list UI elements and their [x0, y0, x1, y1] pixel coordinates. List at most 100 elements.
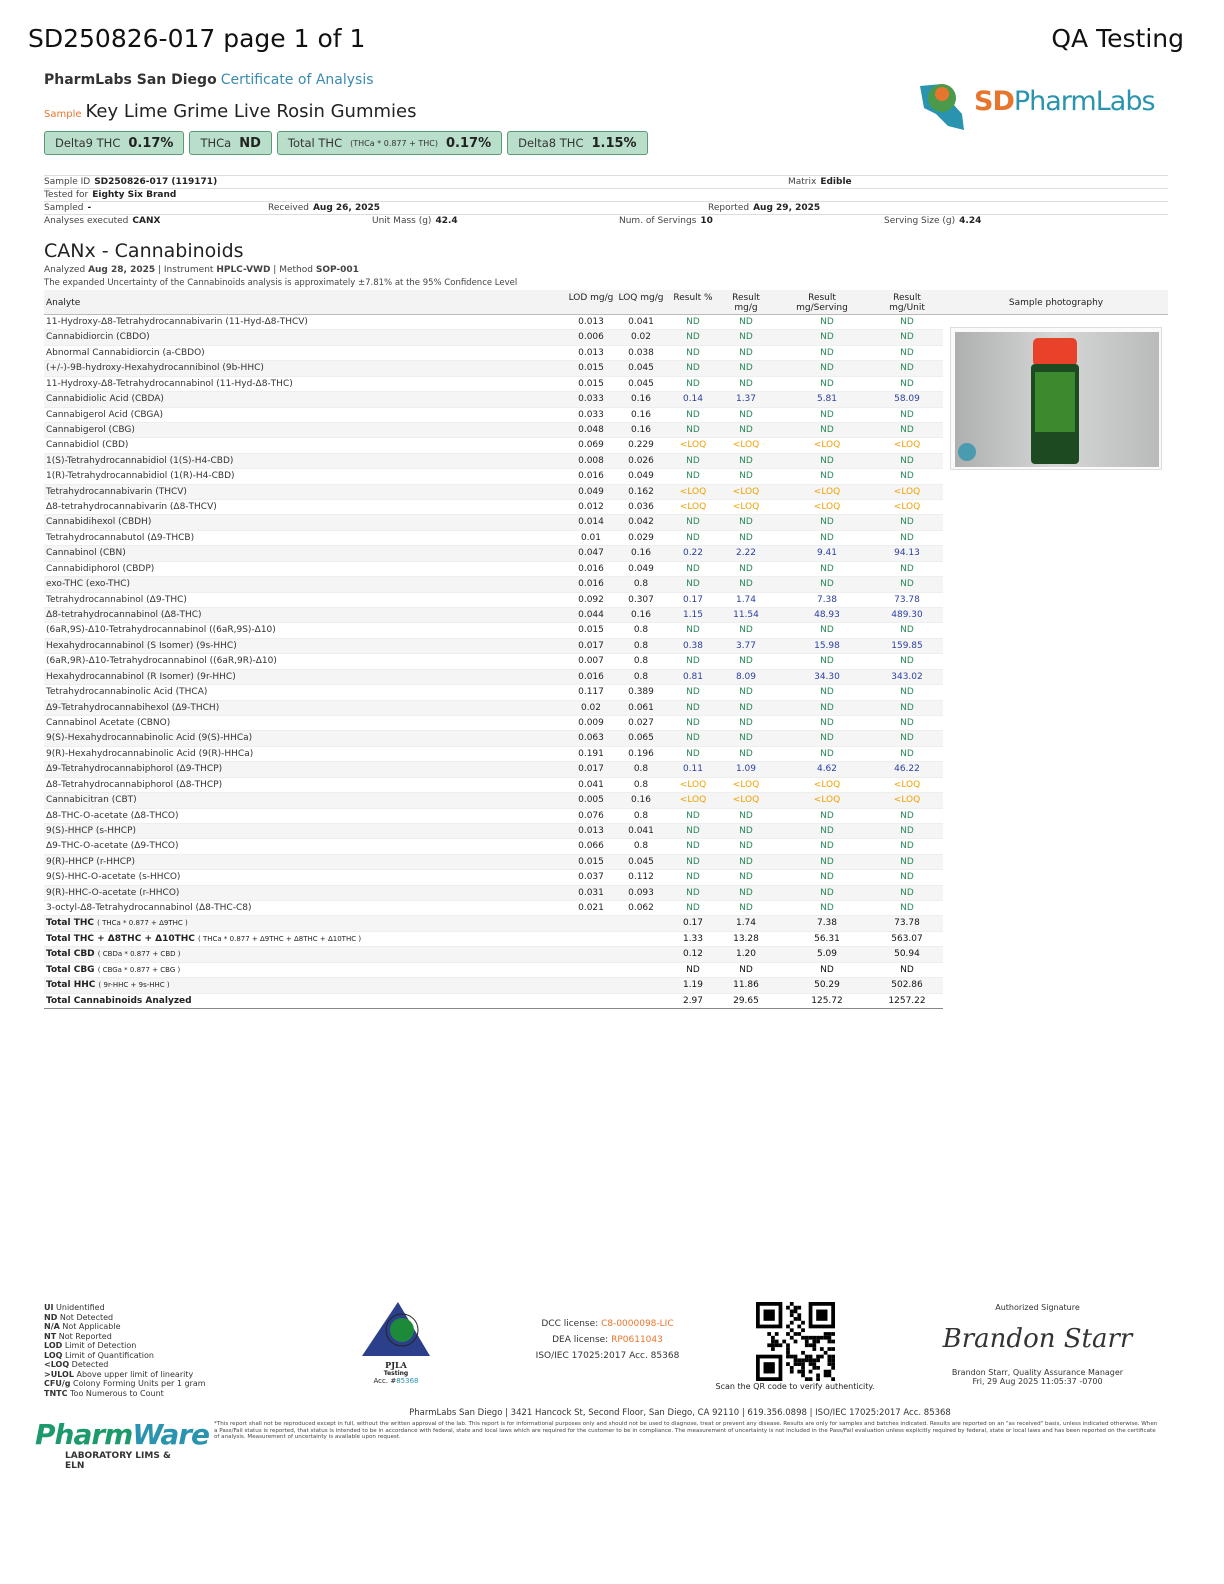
result-unit: 343.02	[891, 671, 923, 682]
disclaimer: *This report shall not be reproduced exc…	[214, 1421, 1158, 1440]
result-pct: 2.97	[682, 995, 704, 1006]
lod: 0.015	[578, 856, 604, 867]
lod: 0.092	[578, 594, 604, 605]
analyte-name: 9(R)-Hexahydrocannabinolic Acid (9(R)-HH…	[46, 748, 254, 759]
pharmware-tagline: LABORATORY LIMS & ELN	[65, 1451, 171, 1471]
legend-desc: Colony Forming Units per 1 gram	[73, 1379, 206, 1388]
col-result-unit: Result mg/Unit	[889, 293, 925, 313]
legend-abbr: <LOQ	[44, 1360, 70, 1369]
qr-code-icon[interactable]	[756, 1302, 835, 1381]
table-row: Cannabidiol (CBD) 0.069 0.229 <LOQ <LOQ <LOQ <…	[44, 438, 943, 454]
result-mgg: <LOQ	[732, 779, 760, 790]
iso-accreditation: ISO/IEC 17025:2017 Acc. 85368	[535, 1351, 680, 1361]
result-serving: ND	[820, 964, 834, 975]
total-row: Total THC ( THCa * 0.877 + Δ9THC ) 0.17 1.…	[44, 916, 943, 932]
legend-abbr: >ULOL	[44, 1369, 74, 1379]
result-unit: ND	[900, 532, 914, 543]
total-label: Total THC ( THCa * 0.877 + Δ9THC )	[46, 916, 566, 931]
result-unit: ND	[900, 748, 914, 759]
result-unit: <LOQ	[893, 502, 921, 513]
loq: 0.389	[628, 687, 654, 698]
dcc-license: C8-0000098-LIC	[601, 1319, 674, 1329]
cannabinoid-table: Analyte LOD mg/g LOQ mg/g Result % Resul…	[44, 290, 1168, 1009]
lod: 0.017	[578, 640, 604, 651]
serving-size: 4.24	[959, 216, 982, 226]
lod: 0.033	[578, 394, 604, 405]
badge-label: Total THC	[287, 136, 343, 150]
result-unit: 502.86	[891, 980, 923, 991]
result-mgg: 1.37	[735, 394, 757, 405]
result-unit: ND	[900, 903, 914, 914]
result-serving: ND	[820, 471, 834, 482]
loq: 0.16	[630, 424, 652, 435]
result-unit: <LOQ	[893, 795, 921, 806]
legend-item: NT Not Reported	[44, 1332, 206, 1342]
legend-item: TNTC Too Numerous to Count	[44, 1389, 206, 1399]
loq: 0.045	[628, 856, 654, 867]
servings: 10	[700, 216, 713, 226]
label: DEA license:	[552, 1335, 609, 1345]
result-pct: ND	[686, 471, 700, 482]
lod: 0.021	[578, 903, 604, 914]
loq: 0.062	[628, 903, 654, 914]
lod: 0.006	[578, 332, 604, 343]
gummy-jar-image	[958, 338, 1079, 464]
analyte-name: (6aR,9R)-Δ10-Tetrahydrocannabinol ((6aR,…	[46, 656, 277, 667]
result-mgg: 13.28	[733, 933, 759, 944]
total-formula: ( CBDa * 0.877 + CBD )	[97, 950, 181, 959]
result-unit: ND	[900, 964, 914, 975]
result-pct: ND	[686, 579, 700, 590]
result-unit: ND	[900, 409, 914, 420]
label: Received	[268, 203, 309, 213]
result-mgg: ND	[739, 964, 753, 975]
result-mgg: 2.22	[735, 548, 757, 559]
analyses: CANX	[132, 216, 161, 226]
label: DCC license:	[541, 1319, 599, 1329]
total-label: Total HHC ( 9r-HHC + 9s-HHC )	[46, 978, 566, 993]
result-mgg: ND	[739, 579, 753, 590]
analyte-name: Δ8-Tetrahydrocannabiphorol (Δ8-THCP)	[46, 779, 223, 790]
instrument: HPLC-VWD	[216, 265, 271, 275]
analyte-name: Δ8-tetrahydrocannabinol (Δ8-THC)	[46, 610, 202, 621]
table-row: Cannabidiorcin (CBDO) 0.006 0.02 ND ND ND ND	[44, 330, 943, 346]
loq: 0.16	[630, 409, 652, 420]
badge-label: Delta9 THC	[55, 136, 121, 150]
pjla-sub: Testing	[383, 1370, 409, 1377]
result-mgg: ND	[739, 532, 753, 543]
total-row: Total CBD ( CBDa * 0.877 + CBD ) 0.12 1.20…	[44, 947, 943, 963]
result-unit: ND	[900, 810, 914, 821]
legend-abbr: N/A	[44, 1322, 60, 1331]
california-logo-icon	[920, 84, 964, 130]
badge-value: 0.17%	[446, 135, 492, 151]
result-unit: ND	[900, 471, 914, 482]
legend-desc: Not Detected	[59, 1312, 114, 1322]
loq: 0.16	[630, 548, 652, 559]
result-mgg: ND	[739, 748, 753, 759]
analyte-name: Tetrahydrocannabinol (Δ9-THC)	[46, 594, 187, 605]
info-row-dates: Sampled - Received Aug 26, 2025 Reported Aug …	[44, 201, 1168, 214]
loq: 0.8	[633, 779, 649, 790]
col-result-mgg: Result mg/g	[732, 293, 760, 313]
loq: 0.038	[628, 347, 654, 358]
result-unit: 563.07	[891, 933, 923, 944]
lod: 0.044	[578, 610, 604, 621]
legend-item: ND Not Detected	[44, 1313, 206, 1323]
result-pct: ND	[686, 810, 700, 821]
sample-label: Sample	[44, 109, 82, 120]
table-row: exo-THC (exo-THC) 0.016 0.8 ND ND ND ND	[44, 577, 943, 593]
uncertainty-note: The expanded Uncertainty of the Cannabin…	[44, 278, 518, 288]
result-mgg: <LOQ	[732, 795, 760, 806]
result-unit: ND	[900, 517, 914, 528]
result-serving: ND	[820, 363, 834, 374]
lod: 0.041	[578, 779, 604, 790]
legend-item: UI Unidentified	[44, 1303, 206, 1313]
lod: 0.009	[578, 717, 604, 728]
pharmware-logo: PharmWare LABORATORY LIMS & ELN	[35, 1418, 210, 1471]
tested-for: Eighty Six Brand	[92, 190, 177, 200]
result-mgg: <LOQ	[732, 502, 760, 513]
table-row: Δ9-THC-O-acetate (Δ9-THCO) 0.066 0.8 ND ND ND…	[44, 839, 943, 855]
result-serving: ND	[820, 378, 834, 389]
lab-name: PharmLabs San Diego	[44, 72, 217, 88]
analyte-name: 11-Hydroxy-Δ8-Tetrahydrocannabivarin (11…	[46, 317, 308, 327]
result-serving: 50.29	[814, 980, 840, 991]
